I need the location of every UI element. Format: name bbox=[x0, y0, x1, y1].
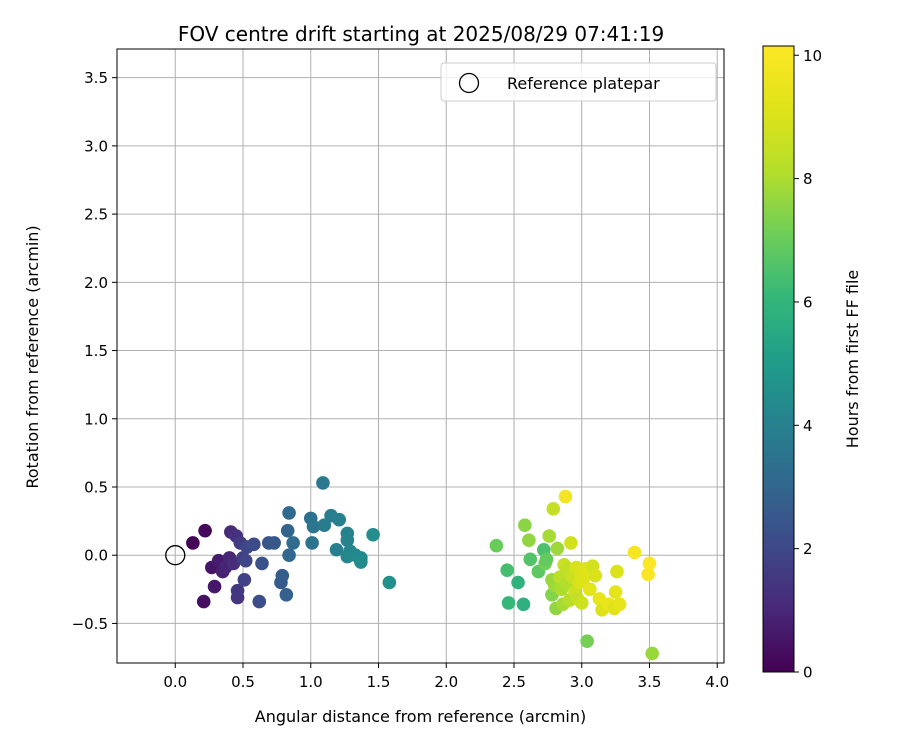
y-axis-label: Rotation from reference (arcmin) bbox=[23, 225, 42, 488]
data-points bbox=[186, 476, 659, 661]
data-point bbox=[275, 568, 290, 583]
reference-point-marker bbox=[165, 545, 186, 566]
colorbar-tick-label: 0 bbox=[803, 664, 813, 682]
data-point bbox=[366, 527, 380, 542]
data-point bbox=[282, 506, 296, 520]
y-tick-label: 2.5 bbox=[84, 206, 108, 224]
data-point bbox=[500, 563, 515, 578]
colorbar-label: Hours from first FF file bbox=[843, 270, 862, 449]
y-tick-label: −0.5 bbox=[72, 615, 108, 633]
x-tick-label: 1.5 bbox=[367, 673, 391, 691]
data-point bbox=[230, 583, 245, 598]
data-point bbox=[317, 518, 332, 532]
y-tick-label: 1.0 bbox=[84, 410, 108, 428]
data-point bbox=[580, 634, 594, 648]
colorbar-tick-label: 8 bbox=[803, 170, 813, 188]
data-point bbox=[641, 567, 655, 582]
x-tick-label: 4.0 bbox=[705, 673, 729, 691]
data-point bbox=[539, 552, 554, 567]
data-point bbox=[558, 489, 573, 504]
y-tick-label: 3.0 bbox=[84, 137, 108, 155]
data-point bbox=[583, 582, 597, 597]
data-point bbox=[332, 512, 347, 527]
data-point bbox=[280, 523, 295, 538]
x-tick-label: 2.5 bbox=[502, 673, 526, 691]
data-point bbox=[247, 537, 261, 552]
y-axis-ticks: −0.5 0.0 0.5 1.0 1.5 2.0 2.5 3.0 3.5 bbox=[72, 69, 117, 633]
data-point bbox=[612, 597, 627, 612]
y-tick-label: 1.5 bbox=[84, 342, 108, 360]
x-axis-label: Angular distance from reference (arcmin) bbox=[255, 707, 586, 726]
data-point bbox=[608, 585, 623, 599]
x-tick-label: 3.0 bbox=[570, 673, 594, 691]
data-point bbox=[329, 542, 344, 557]
data-point bbox=[610, 564, 624, 579]
data-point bbox=[316, 476, 330, 490]
legend-box bbox=[440, 62, 717, 102]
y-tick-label: 2.0 bbox=[84, 274, 108, 292]
data-point bbox=[564, 536, 578, 550]
plot-frame bbox=[116, 48, 725, 664]
y-tick-label: 0.5 bbox=[84, 478, 108, 496]
colorbar-tick-label: 4 bbox=[803, 417, 813, 435]
data-point bbox=[523, 552, 538, 567]
data-point bbox=[196, 594, 211, 609]
data-point bbox=[237, 572, 252, 587]
legend-marker bbox=[458, 72, 480, 94]
data-point bbox=[282, 548, 296, 563]
colorbar-ticks: 0 2 4 6 8 10 bbox=[794, 47, 822, 682]
colorbar-tick-label: 10 bbox=[803, 47, 822, 65]
data-point bbox=[354, 555, 368, 569]
x-tick-label: 2.0 bbox=[434, 673, 458, 691]
data-point bbox=[588, 568, 603, 583]
data-point bbox=[516, 597, 531, 612]
data-point bbox=[207, 579, 222, 594]
data-point bbox=[542, 529, 557, 543]
chart-title: FOV centre drift starting at 2025/08/29 … bbox=[178, 22, 664, 46]
data-point bbox=[306, 519, 321, 534]
data-point bbox=[518, 518, 532, 532]
data-point bbox=[267, 536, 281, 550]
x-tick-label: 0.5 bbox=[231, 673, 255, 691]
data-point bbox=[642, 556, 657, 571]
data-point bbox=[645, 646, 659, 661]
data-point bbox=[627, 545, 642, 560]
y-tick-label: 3.5 bbox=[84, 69, 108, 87]
colorbar-gradient bbox=[762, 45, 795, 673]
data-point bbox=[198, 523, 212, 538]
x-tick-label: 1.0 bbox=[299, 673, 323, 691]
data-point bbox=[522, 533, 536, 547]
colorbar-tick-label: 6 bbox=[803, 293, 813, 311]
data-point bbox=[286, 536, 300, 550]
data-point bbox=[238, 553, 253, 568]
y-tick-label: 0.0 bbox=[84, 547, 108, 565]
data-point bbox=[340, 533, 355, 547]
x-tick-label: 3.5 bbox=[638, 673, 662, 691]
data-point bbox=[305, 536, 319, 550]
data-point bbox=[576, 572, 590, 587]
legend: Reference platepar bbox=[440, 62, 717, 102]
x-tick-label: 0.0 bbox=[163, 673, 187, 691]
data-point bbox=[511, 575, 525, 590]
data-point bbox=[186, 536, 200, 550]
colorbar: 0 2 4 6 8 10 Hours from first FF file bbox=[762, 45, 862, 682]
data-point bbox=[382, 575, 397, 590]
data-point bbox=[546, 502, 561, 516]
data-point bbox=[489, 538, 504, 553]
data-point bbox=[252, 594, 267, 609]
x-axis-ticks: 0.0 0.5 1.0 1.5 2.0 2.5 3.0 3.5 4.0 bbox=[163, 663, 729, 691]
colorbar-tick-label: 2 bbox=[803, 540, 813, 558]
data-point bbox=[279, 587, 294, 602]
data-point bbox=[574, 596, 589, 610]
data-point bbox=[550, 541, 565, 556]
data-point bbox=[255, 556, 269, 571]
legend-entry: Reference platepar bbox=[507, 74, 660, 93]
data-point bbox=[501, 596, 516, 610]
